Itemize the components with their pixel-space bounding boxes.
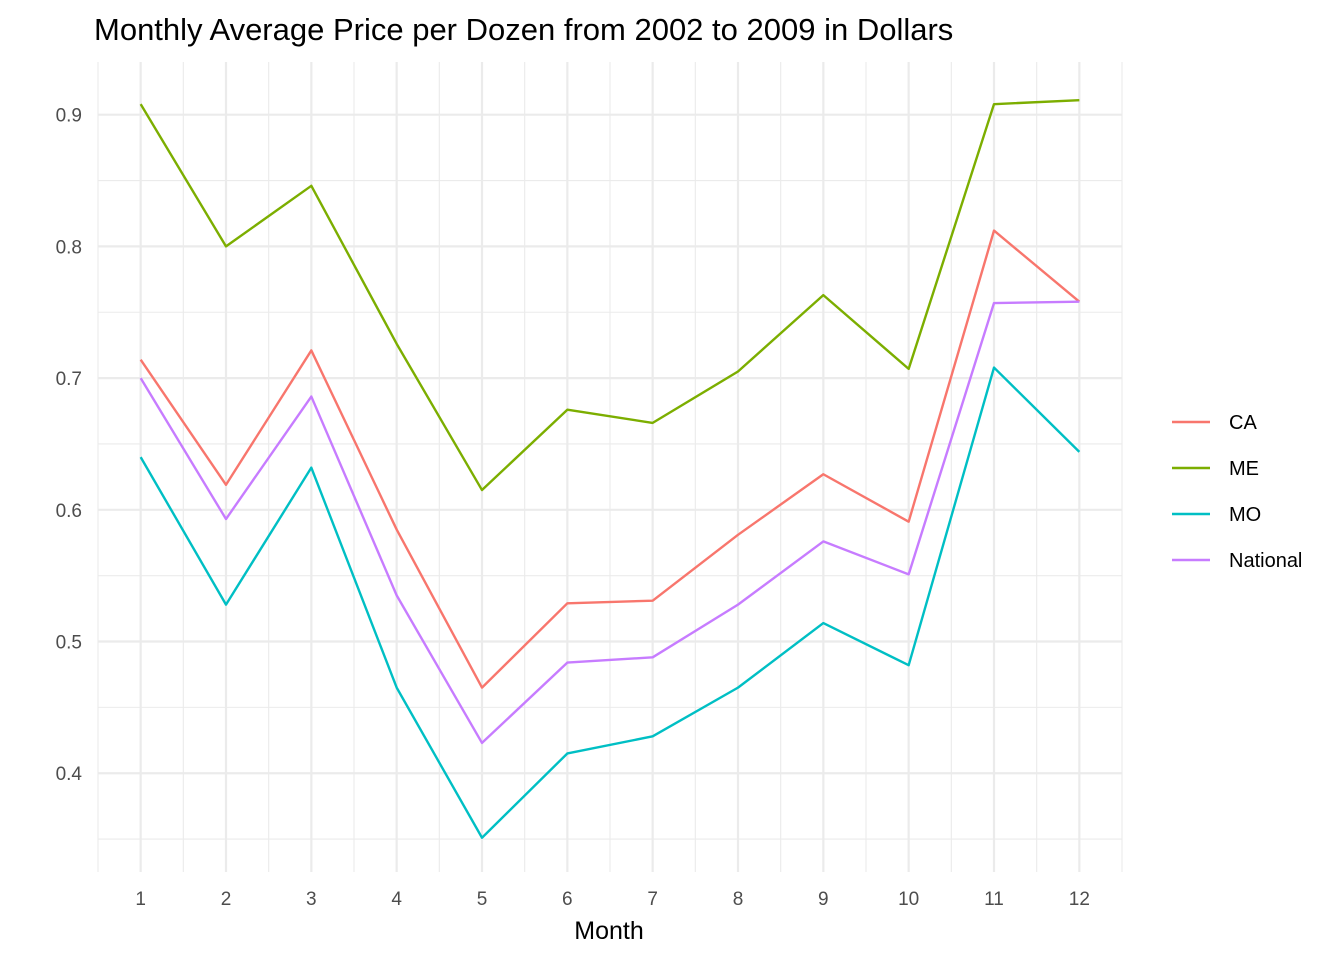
x-tick-label: 2 — [221, 889, 232, 910]
x-tick-label: 8 — [733, 889, 744, 910]
y-tick-label: 0.7 — [56, 369, 82, 390]
x-axis-ticks: 1 2 3 4 5 6 7 8 9 10 11 12 — [135, 889, 1090, 910]
x-tick-label: 5 — [477, 889, 488, 910]
y-tick-label: 0.5 — [56, 633, 82, 654]
y-tick-label: 0.4 — [56, 764, 83, 785]
series-line-mo — [139, 366, 1081, 839]
x-tick-label: 6 — [562, 889, 573, 910]
legend-label-mo: MO — [1229, 504, 1261, 526]
y-tick-label: 0.8 — [56, 237, 82, 258]
x-tick-label: 1 — [135, 889, 146, 910]
legend: CA ME MO National — [1172, 412, 1302, 572]
series-line-ca — [139, 229, 1081, 689]
plot-panel — [97, 62, 1123, 872]
x-axis-title: Month — [574, 917, 643, 945]
y-axis-ticks: 0.4 0.5 0.6 0.7 0.8 0.9 — [56, 106, 83, 786]
x-tick-label: 7 — [647, 889, 658, 910]
legend-label-national: National — [1229, 550, 1302, 572]
chart-title: Monthly Average Price per Dozen from 200… — [94, 12, 953, 47]
series-line-me — [139, 99, 1080, 492]
x-tick-label: 3 — [306, 889, 317, 910]
series-line-national — [139, 300, 1080, 745]
x-tick-label: 10 — [898, 889, 919, 910]
legend-item-ca: CA — [1172, 412, 1257, 434]
legend-item-national: National — [1172, 550, 1302, 572]
series-lines — [139, 99, 1081, 839]
x-tick-label: 11 — [984, 889, 1004, 910]
legend-label-ca: CA — [1229, 412, 1257, 434]
y-tick-label: 0.6 — [56, 501, 82, 522]
legend-label-me: ME — [1229, 458, 1259, 480]
legend-item-me: ME — [1172, 458, 1259, 480]
x-tick-label: 9 — [818, 889, 829, 910]
y-tick-label: 0.9 — [56, 106, 82, 127]
x-tick-label: 4 — [391, 889, 402, 910]
legend-item-mo: MO — [1172, 504, 1261, 526]
x-tick-label: 12 — [1069, 889, 1090, 910]
